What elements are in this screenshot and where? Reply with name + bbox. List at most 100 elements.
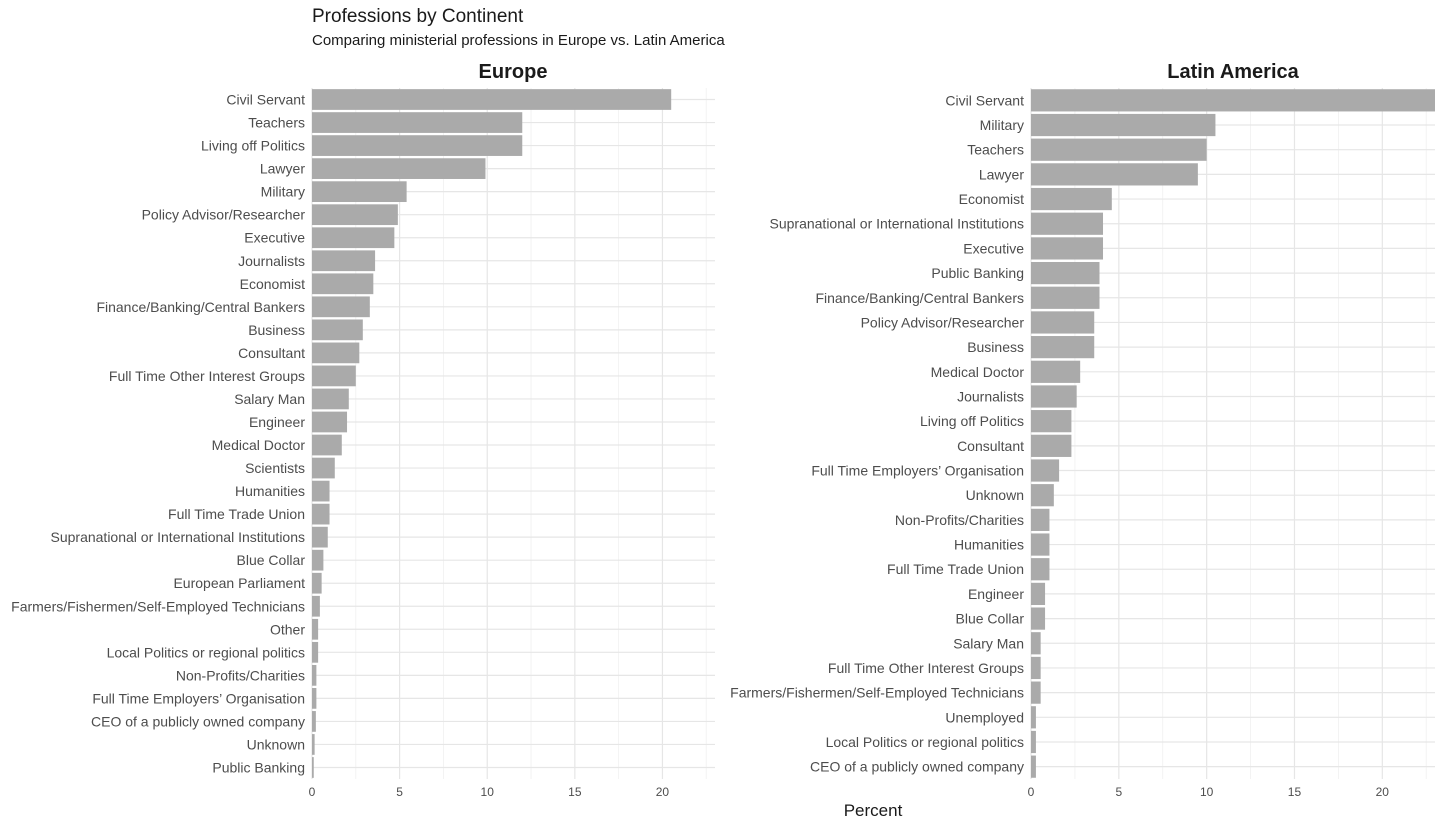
bar-europe <box>312 595 320 617</box>
bar-latin-america <box>1031 89 1435 112</box>
bar-latin-america <box>1031 187 1112 211</box>
bar-europe <box>312 457 335 479</box>
category-label-europe: Civil Servant <box>226 92 305 108</box>
category-label-europe: Full Time Employers’ Organisation <box>92 690 305 706</box>
category-label-europe: Non-Profits/Charities <box>176 667 305 683</box>
bar-europe <box>312 641 319 663</box>
bar-latin-america <box>1031 607 1046 630</box>
category-label-latin-america: Full Time Other Interest Groups <box>828 660 1024 676</box>
bar-europe <box>312 664 317 686</box>
category-label-europe: Full Time Trade Union <box>168 506 305 522</box>
panel-title-latin-america: Latin America <box>1167 61 1299 83</box>
bar-latin-america <box>1031 163 1198 186</box>
bar-europe <box>312 227 395 249</box>
category-label-latin-america: Salary Man <box>953 635 1024 651</box>
category-label-europe: European Parliament <box>173 575 305 591</box>
bar-latin-america <box>1031 286 1100 309</box>
category-label-latin-america: Humanities <box>954 537 1024 553</box>
x-tick-label-latin-america: 20 <box>1376 785 1390 799</box>
category-label-latin-america: Journalists <box>957 388 1024 404</box>
category-label-europe: Finance/Banking/Central Bankers <box>96 299 305 315</box>
bar-europe <box>312 480 330 502</box>
category-label-latin-america: Consultant <box>957 438 1024 454</box>
category-label-latin-america: Local Politics or regional politics <box>826 734 1024 750</box>
category-label-latin-america: Executive <box>963 240 1024 256</box>
x-tick-label-latin-america: 15 <box>1288 785 1302 799</box>
chart-subtitle: Comparing ministerial professions in Eur… <box>312 32 725 49</box>
category-label-latin-america: Teachers <box>967 142 1024 158</box>
bar-europe <box>312 411 348 433</box>
bar-europe <box>312 711 316 732</box>
category-label-latin-america: CEO of a publicly owned company <box>810 759 1024 775</box>
bar-europe <box>312 688 317 709</box>
bar-latin-america <box>1031 656 1041 680</box>
category-label-europe: Medical Doctor <box>212 437 306 453</box>
bar-latin-america <box>1031 755 1036 778</box>
category-label-europe: Blue Collar <box>237 552 306 568</box>
category-label-europe: Humanities <box>235 483 305 499</box>
x-tick-label-europe: 0 <box>309 785 316 799</box>
bar-europe <box>312 549 324 571</box>
bar-europe <box>312 365 356 387</box>
category-label-latin-america: Medical Doctor <box>931 364 1025 380</box>
bar-europe <box>312 135 523 156</box>
panel-latin-america: Latin America Civil Servant Military Teach… <box>730 61 1435 799</box>
bar-latin-america <box>1031 706 1036 729</box>
bar-latin-america <box>1031 261 1100 285</box>
bar-latin-america <box>1031 237 1104 260</box>
category-label-latin-america: Supranational or International Instituti… <box>770 216 1025 232</box>
category-label-europe: Journalists <box>238 253 305 269</box>
category-label-europe: Scientists <box>245 460 305 476</box>
bar-latin-america <box>1031 681 1041 704</box>
category-label-latin-america: Full Time Employers’ Organisation <box>811 463 1024 479</box>
category-label-europe: Teachers <box>248 115 305 131</box>
x-tick-label-europe: 10 <box>481 785 495 799</box>
bar-europe <box>312 319 363 341</box>
bar-europe <box>312 734 315 755</box>
category-label-latin-america: Living off Politics <box>920 413 1024 429</box>
category-label-latin-america: Lawyer <box>979 166 1024 182</box>
x-tick-label-europe: 5 <box>396 785 403 799</box>
category-label-europe: Salary Man <box>234 391 305 407</box>
category-label-latin-america: Unknown <box>966 487 1024 503</box>
bar-latin-america <box>1031 484 1054 507</box>
category-label-europe: Economist <box>240 276 305 292</box>
bar-latin-america <box>1031 410 1072 433</box>
category-label-latin-america: Finance/Banking/Central Bankers <box>815 290 1024 306</box>
bar-latin-america <box>1031 360 1081 383</box>
x-tick-label-latin-america: 10 <box>1200 785 1214 799</box>
category-label-europe: Unknown <box>247 736 305 752</box>
x-tick-label-europe: 20 <box>656 785 670 799</box>
bar-europe <box>312 572 322 594</box>
bar-europe <box>312 526 328 548</box>
x-axis-title: Percent <box>844 801 903 820</box>
bar-latin-america <box>1031 434 1072 457</box>
bar-latin-america <box>1031 508 1050 531</box>
panel-europe: Europe Civil Servant Teachers Living off P… <box>11 61 715 799</box>
bar-latin-america <box>1031 336 1095 359</box>
category-label-latin-america: Unemployed <box>945 709 1024 725</box>
category-label-latin-america: Military <box>980 117 1024 133</box>
category-label-latin-america: Civil Servant <box>945 92 1024 108</box>
category-label-europe: CEO of a publicly owned company <box>91 713 305 729</box>
bar-latin-america <box>1031 632 1041 655</box>
bar-latin-america <box>1031 558 1050 581</box>
category-label-latin-america: Engineer <box>968 586 1024 602</box>
bar-europe <box>312 388 349 410</box>
bar-latin-america <box>1031 138 1207 161</box>
category-label-europe: Lawyer <box>260 161 305 177</box>
category-label-latin-america: Business <box>967 339 1024 355</box>
x-tick-label-latin-america: 0 <box>1028 785 1035 799</box>
category-label-europe: Full Time Other Interest Groups <box>109 368 305 384</box>
category-label-latin-america: Full Time Trade Union <box>887 561 1024 577</box>
bar-europe <box>312 273 374 295</box>
category-label-latin-america: Blue Collar <box>956 611 1025 627</box>
category-label-latin-america: Policy Advisor/Researcher <box>861 314 1025 330</box>
category-label-europe: Business <box>248 322 305 338</box>
category-label-latin-america: Farmers/Fishermen/Self-Employed Technici… <box>730 685 1024 701</box>
chart-title: Professions by Continent <box>312 6 524 27</box>
bar-europe <box>312 434 342 456</box>
bar-latin-america <box>1031 311 1095 334</box>
category-label-europe: Executive <box>244 230 305 246</box>
